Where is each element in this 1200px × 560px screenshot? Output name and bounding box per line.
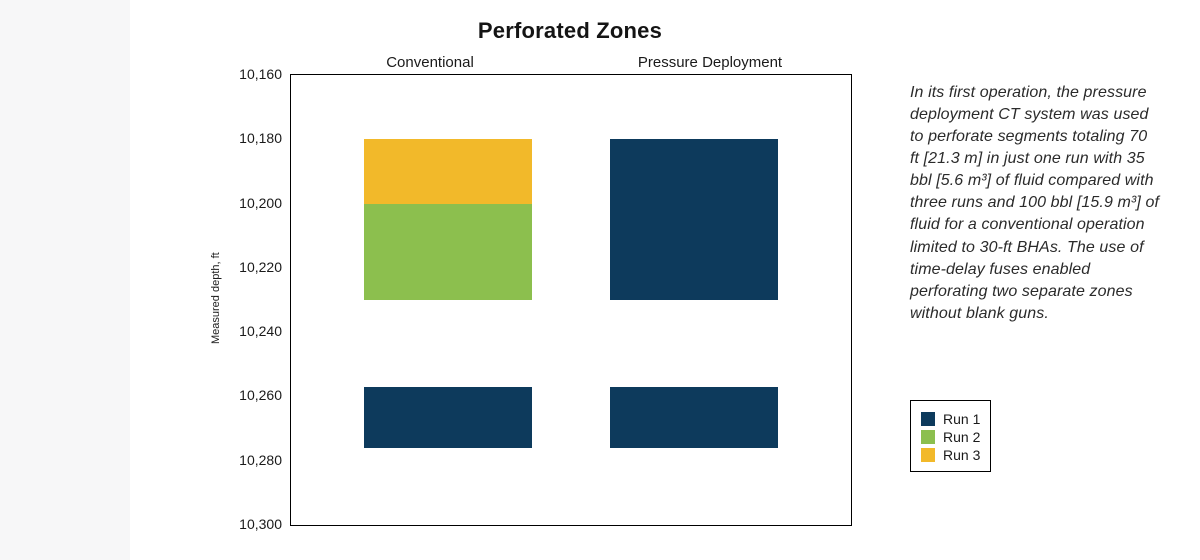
y-tick-label: 10,180	[232, 130, 282, 146]
legend-label: Run 2	[943, 429, 980, 445]
legend-label: Run 3	[943, 447, 980, 463]
bar-segment	[364, 139, 532, 203]
bar-segment	[610, 139, 778, 300]
category-label-conventional: Conventional	[290, 54, 570, 71]
legend-swatch-icon	[921, 448, 935, 462]
bar-segment	[610, 387, 778, 448]
y-tick-label: 10,220	[232, 259, 282, 275]
y-tick-label: 10,260	[232, 387, 282, 403]
y-tick-label: 10,280	[232, 452, 282, 468]
legend-box: Run 1 Run 2 Run 3	[910, 400, 991, 472]
legend-item: Run 3	[921, 447, 980, 463]
caption-text: In its first operation, the pressure dep…	[910, 82, 1160, 325]
y-tick-label: 10,300	[232, 516, 282, 532]
left-gutter	[0, 0, 130, 560]
y-tick-label: 10,200	[232, 195, 282, 211]
category-label-pressure-deployment: Pressure Deployment	[570, 54, 850, 71]
chart-title: Perforated Zones	[250, 18, 890, 44]
bar-segment	[364, 387, 532, 448]
y-axis-label: Measured depth, ft	[210, 252, 222, 344]
legend-item: Run 2	[921, 429, 980, 445]
page: Perforated Zones Conventional Pressure D…	[0, 0, 1200, 560]
legend-item: Run 1	[921, 411, 980, 427]
category-labels: Conventional Pressure Deployment	[290, 54, 850, 71]
legend-label: Run 1	[943, 411, 980, 427]
plot-area	[290, 74, 852, 526]
y-tick-label: 10,240	[232, 323, 282, 339]
legend-swatch-icon	[921, 430, 935, 444]
legend-swatch-icon	[921, 412, 935, 426]
y-tick-label: 10,160	[232, 66, 282, 82]
content-area: Perforated Zones Conventional Pressure D…	[130, 0, 1200, 560]
bar-segment	[364, 204, 532, 300]
